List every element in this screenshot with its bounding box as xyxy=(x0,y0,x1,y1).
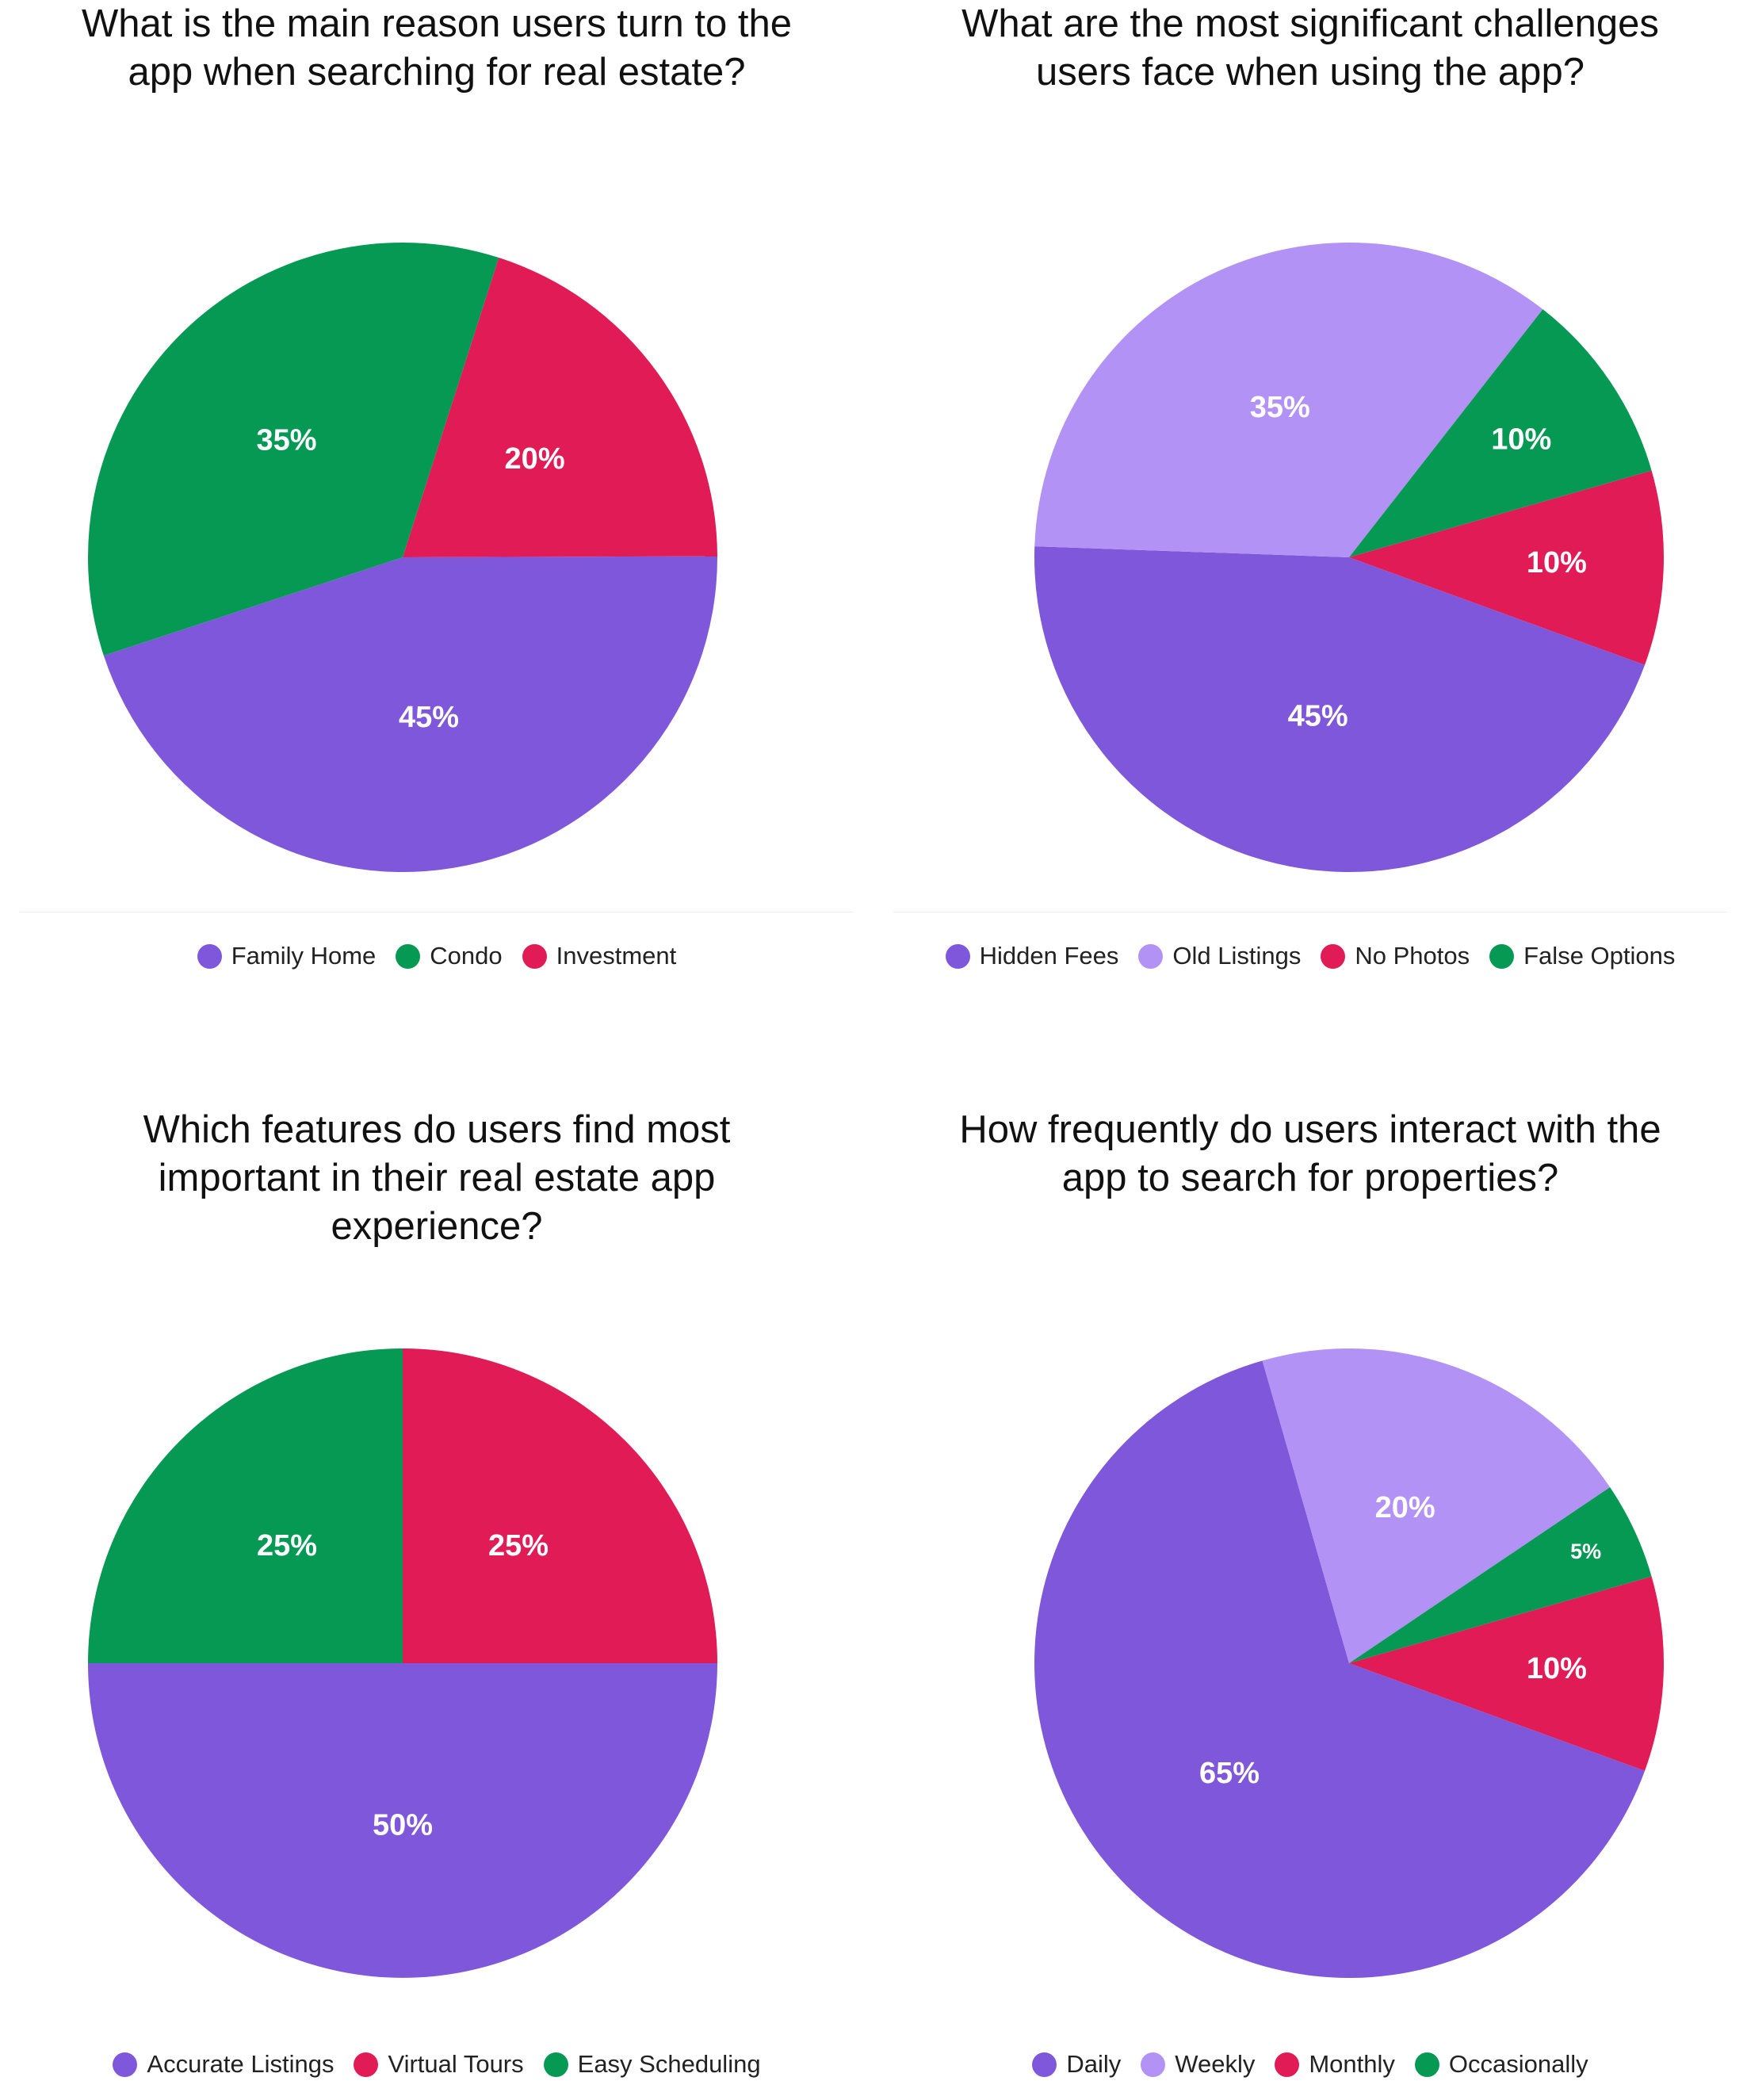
legend-item-no-photos[interactable]: No Photos xyxy=(1321,942,1470,970)
pie-slice-monthly[interactable] xyxy=(1349,1576,1664,1771)
pie-slice-hidden-fees[interactable] xyxy=(1034,546,1646,872)
pie-chart: 45% 35% 20% xyxy=(88,243,718,872)
legend-swatch xyxy=(1414,2052,1439,2077)
chart-panel-challenges: What are the most significant challenges… xyxy=(873,0,1747,1023)
legend-item-condo[interactable]: Condo xyxy=(396,942,503,970)
legend-label: Old Listings xyxy=(1172,942,1302,970)
legend-label: Occasionally xyxy=(1448,2050,1588,2078)
legend-swatch xyxy=(197,943,222,969)
pie-slice-family-home[interactable] xyxy=(103,556,718,872)
slice-data-label: 5% xyxy=(1570,1540,1601,1563)
legend-item-virtual-tours[interactable]: Virtual Tours xyxy=(354,2050,524,2079)
legend-item-accurate-listings[interactable]: Accurate Listings xyxy=(113,2050,334,2079)
legend-swatch xyxy=(543,2052,568,2077)
legend-swatch xyxy=(1141,2052,1166,2077)
chart-title: What are the most significant challenges… xyxy=(961,2,1659,94)
legend-item-investment[interactable]: Investment xyxy=(522,942,677,970)
legend-item-monthly[interactable]: Monthly xyxy=(1275,2050,1395,2079)
pie-slice-occasionally[interactable] xyxy=(1349,1487,1652,1663)
chart-panel-reasons: What is the main reason users turn to th… xyxy=(0,0,873,1023)
pie-chart: 45% 35% 10% 10% xyxy=(1034,243,1664,872)
legend-swatch xyxy=(396,943,421,969)
pie-chart: 50% 25% 25% xyxy=(88,1348,717,1978)
legend-swatch xyxy=(354,2052,379,2077)
chart-title: Which features do users find most import… xyxy=(143,1108,731,1248)
slice-data-label: 10% xyxy=(1491,423,1551,457)
legend-item-old-listings[interactable]: Old Listings xyxy=(1138,942,1301,970)
legend-swatch xyxy=(945,943,970,969)
chart-legend: Family Home Condo Investment xyxy=(0,937,873,975)
legend-item-family-home[interactable]: Family Home xyxy=(197,942,377,970)
legend-item-easy-scheduling[interactable]: Easy Scheduling xyxy=(543,2050,761,2079)
legend-label: Hidden Fees xyxy=(979,942,1119,970)
legend-label: No Photos xyxy=(1355,942,1470,970)
legend-label: False Options xyxy=(1523,942,1676,970)
legend-swatch xyxy=(1489,943,1515,969)
legend-item-daily[interactable]: Daily xyxy=(1032,2050,1121,2079)
chart-panel-frequency: How frequently do users interact with th… xyxy=(873,1106,1747,2100)
slice-data-label: 45% xyxy=(1288,700,1348,733)
pie-slice-weekly[interactable] xyxy=(1262,1348,1611,1663)
legend-item-hidden-fees[interactable]: Hidden Fees xyxy=(945,942,1119,970)
chart-legend: Hidden Fees Old Listings No Photos False… xyxy=(873,937,1747,975)
pie-slice-investment[interactable] xyxy=(403,258,717,557)
pie-slice-virtual-tours[interactable] xyxy=(403,1348,717,1663)
legend-label: Virtual Tours xyxy=(388,2050,524,2078)
slice-data-label: 10% xyxy=(1527,1652,1587,1685)
legend-label: Daily xyxy=(1066,2050,1122,2078)
legend-swatch xyxy=(1032,2052,1057,2077)
legend-item-false-options[interactable]: False Options xyxy=(1489,942,1675,970)
slice-data-label: 10% xyxy=(1527,546,1587,580)
slice-data-label: 20% xyxy=(505,442,565,476)
legend-label: Condo xyxy=(430,942,503,970)
pie-slice-condo[interactable] xyxy=(88,243,499,656)
legend-swatch xyxy=(1138,943,1164,969)
legend-item-weekly[interactable]: Weekly xyxy=(1141,2050,1255,2079)
legend-label: Accurate Listings xyxy=(147,2050,334,2078)
pie-slice-accurate-listings[interactable] xyxy=(88,1663,717,1978)
pie-slice-old-listings[interactable] xyxy=(1034,243,1543,557)
legend-swatch xyxy=(113,2052,138,2077)
slice-data-label: 25% xyxy=(488,1529,549,1563)
slice-data-label: 45% xyxy=(399,701,459,734)
chart-panel-features: Which features do users find most import… xyxy=(0,1106,873,2100)
legend-label: Easy Scheduling xyxy=(577,2050,761,2078)
chart-legend: Accurate Listings Virtual Tours Easy Sch… xyxy=(0,2045,873,2083)
slice-data-label: 35% xyxy=(1250,391,1310,424)
chart-title: What is the main reason users turn to th… xyxy=(81,2,793,94)
legend-swatch xyxy=(1321,943,1346,969)
legend-label: Family Home xyxy=(231,942,377,970)
pie-slice-false-options[interactable] xyxy=(1349,309,1652,557)
slice-data-label: 35% xyxy=(256,424,316,457)
slice-data-label: 20% xyxy=(1375,1491,1435,1524)
chart-title: How frequently do users interact with th… xyxy=(959,1108,1661,1199)
legend-label: Weekly xyxy=(1175,2050,1256,2078)
chart-legend: Daily Weekly Monthly Occasionally xyxy=(873,2045,1747,2083)
legend-swatch xyxy=(522,943,547,969)
slice-data-label: 50% xyxy=(373,1808,433,1842)
legend-label: Investment xyxy=(556,942,677,970)
pie-slice-easy-scheduling[interactable] xyxy=(88,1348,403,1663)
legend-item-occasionally[interactable]: Occasionally xyxy=(1414,2050,1588,2079)
slice-data-label: 25% xyxy=(257,1529,317,1563)
pie-chart: 65% 20% 5% 10% xyxy=(1034,1348,1664,1978)
pie-slice-daily[interactable] xyxy=(1034,1360,1646,1978)
slice-data-label: 65% xyxy=(1199,1757,1260,1790)
legend-label: Monthly xyxy=(1309,2050,1395,2078)
legend-swatch xyxy=(1275,2052,1300,2077)
pie-slice-no-photos[interactable] xyxy=(1349,470,1664,665)
